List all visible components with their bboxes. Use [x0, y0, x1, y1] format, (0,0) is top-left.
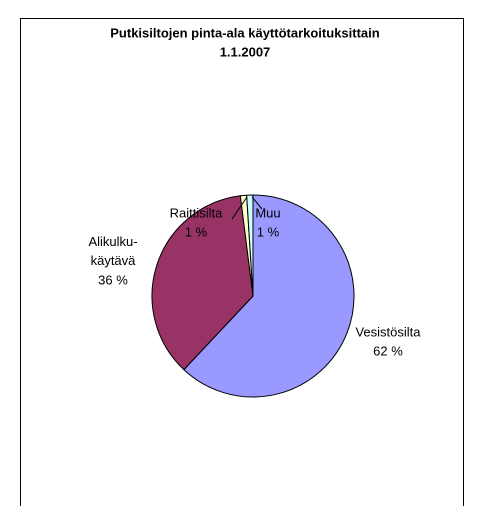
label-line: käytävä [91, 253, 137, 268]
slice-value-label: 62 % [373, 343, 403, 358]
pie-slice [183, 194, 355, 398]
slice-value-label: 1 % [185, 224, 208, 239]
slice-value-label: 36 % [98, 272, 128, 287]
slice-label: Muu [255, 205, 280, 220]
slice-value-label: 1 % [257, 224, 280, 239]
slice-label: Alikulku-käytävä [88, 234, 137, 268]
pie-slice [246, 194, 254, 297]
pie-slice [151, 195, 254, 371]
leader-line [231, 196, 248, 220]
slice-label: Vesistösilta [355, 324, 421, 339]
slice-label: Raittisilta [170, 205, 224, 220]
leader-line [251, 196, 263, 210]
label-line: Alikulku- [88, 234, 137, 249]
chart-title: Putkisiltojen pinta-ala käyttötarkoituks… [110, 25, 379, 40]
chart-subtitle: 1.1.2007 [220, 44, 271, 59]
